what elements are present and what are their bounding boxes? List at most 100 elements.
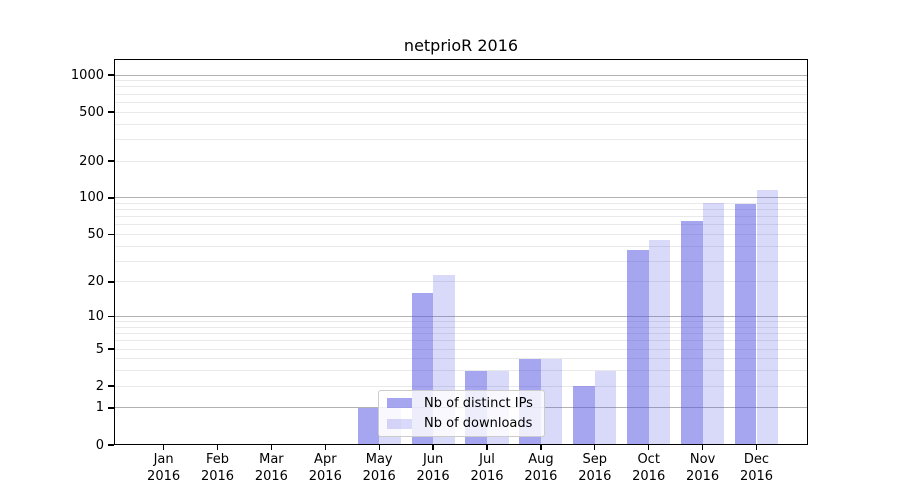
x-axis-tick-label: Sep 2016 (564, 451, 626, 485)
x-axis-tick-month: Jun (422, 452, 444, 467)
y-axis-tick-mark (108, 281, 114, 283)
x-axis-tick-label: Mar 2016 (240, 451, 302, 485)
x-axis-tick-month: Nov (689, 452, 716, 467)
x-axis-tick-year: 2016 (524, 469, 558, 484)
bar-distinct-ips (734, 204, 757, 445)
x-axis-tick-month: Apr (314, 452, 337, 467)
x-axis-tick-label: Jul 2016 (456, 451, 518, 485)
x-axis-tick-mark (432, 445, 434, 450)
x-axis-tick-label: Apr 2016 (294, 451, 356, 485)
y-axis-tick-label: 1000 (70, 67, 104, 83)
gridline-minor (114, 370, 808, 372)
x-axis-tick-label: Jun 2016 (402, 451, 464, 485)
legend: Nb of distinct IPs Nb of downloads (378, 390, 545, 437)
gridline-minor (114, 202, 808, 204)
legend-label-downloads: Nb of downloads (424, 416, 533, 432)
x-axis-tick-month: May (365, 452, 393, 467)
chart-title: netprioR 2016 (403, 36, 519, 55)
gridline-minor (114, 101, 808, 103)
gridline-minor (114, 224, 808, 226)
gridline-minor (114, 216, 808, 218)
y-axis-tick-mark (108, 197, 114, 199)
y-axis-tick-mark (108, 444, 114, 446)
gridline-minor (114, 233, 808, 235)
x-axis-tick-label: May 2016 (348, 451, 410, 485)
y-axis-tick-label: 2 (95, 378, 104, 394)
bar-downloads (702, 203, 725, 445)
x-axis-tick-label: Nov 2016 (672, 451, 734, 485)
y-axis-tick-label: 50 (87, 226, 104, 242)
y-axis-tick-mark (108, 74, 114, 76)
bar-distinct-ips (573, 386, 595, 445)
plot-area (114, 59, 808, 445)
x-axis-tick-month: Aug (528, 452, 554, 467)
x-axis-tick-year: 2016 (739, 469, 774, 484)
y-axis-tick-label: 1 (95, 400, 104, 416)
gridline-minor (114, 321, 808, 323)
y-axis-tick-mark (108, 385, 114, 387)
x-axis-tick-year: 2016 (147, 469, 181, 484)
x-axis-tick-label: Jan 2016 (133, 451, 195, 485)
x-axis-tick-month: Feb (205, 452, 230, 467)
x-axis-tick-mark (594, 445, 596, 450)
bar-distinct-ips (357, 407, 380, 445)
x-axis-tick-year: 2016 (308, 469, 342, 484)
x-axis-tick-year: 2016 (578, 469, 612, 484)
x-axis-tick-year: 2016 (254, 469, 288, 484)
x-axis-tick-label: Oct 2016 (618, 451, 680, 485)
gridline-minor (114, 245, 808, 247)
x-axis-tick-year: 2016 (686, 469, 720, 484)
y-axis-tick-mark (108, 348, 114, 350)
bar-downloads (756, 190, 779, 445)
gridline-minor (114, 385, 808, 387)
x-axis-tick-month: Sep (582, 452, 608, 467)
gridline-minor (114, 326, 808, 328)
x-axis-tick-label: Aug 2016 (510, 451, 572, 485)
gridline-minor (114, 260, 808, 262)
y-axis-tick-mark (108, 233, 114, 236)
x-axis-tick-year: 2016 (200, 469, 235, 484)
x-axis-tick-mark (486, 445, 488, 450)
y-axis-tick-label: 5 (95, 341, 104, 357)
y-axis-tick-label: 0 (95, 437, 104, 453)
legend-row-downloads: Nb of downloads (379, 416, 544, 431)
y-axis-tick-mark (108, 111, 114, 113)
gridline-minor (114, 111, 808, 113)
y-axis-tick-label: 200 (79, 153, 104, 169)
y-axis-tick-mark (108, 407, 114, 409)
legend-label-distinct-ips: Nb of distinct IPs (424, 395, 533, 411)
x-axis-tick-mark (270, 445, 273, 450)
x-axis-tick-month: Jan (153, 452, 174, 467)
x-axis-tick-mark (324, 445, 326, 450)
x-axis-tick-mark (162, 445, 165, 450)
bar-downloads (594, 370, 617, 445)
bar-downloads (648, 239, 671, 445)
y-axis-tick-label: 20 (87, 274, 104, 290)
x-axis-tick-mark (540, 445, 542, 450)
x-axis-tick-year: 2016 (362, 469, 396, 484)
gridline-minor (114, 86, 808, 88)
x-axis-tick-mark (216, 445, 219, 450)
x-axis-tick-month: Mar (259, 452, 284, 467)
y-axis-tick-mark (108, 315, 114, 318)
x-axis-tick-label: Dec 2016 (726, 451, 788, 485)
gridline-minor (114, 138, 808, 140)
gridline-major (114, 197, 808, 199)
x-axis-tick-mark (648, 445, 650, 450)
y-axis-tick-label: 500 (79, 104, 104, 120)
x-axis-tick-year: 2016 (416, 469, 450, 484)
legend-row-distinct-ips: Nb of distinct IPs (379, 396, 544, 411)
x-axis-tick-year: 2016 (632, 469, 666, 484)
gridline-minor (114, 358, 808, 360)
x-axis-tick-mark (755, 445, 758, 450)
x-axis-tick-month: Jul (479, 452, 495, 467)
legend-swatch-distinct-ips (387, 398, 412, 409)
gridline-minor (114, 123, 808, 125)
gridline-minor (114, 80, 808, 82)
x-axis-tick-month: Dec (743, 452, 770, 467)
gridline-minor (114, 160, 808, 162)
gridline-minor (114, 209, 808, 211)
gridline-minor (114, 333, 808, 335)
y-axis-tick-mark (108, 160, 114, 162)
